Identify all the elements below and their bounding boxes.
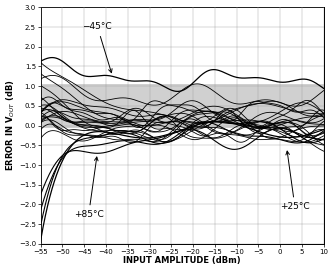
Bar — [41, 84, 324, 128]
Text: +25°C: +25°C — [280, 151, 310, 211]
X-axis label: INPUT AMPLITUDE (dBm): INPUT AMPLITUDE (dBm) — [123, 256, 241, 265]
Text: −45°C: −45°C — [83, 22, 112, 73]
Text: +85°C: +85°C — [74, 157, 104, 220]
Y-axis label: ERROR IN V$_{OUT}$ (dB): ERROR IN V$_{OUT}$ (dB) — [5, 80, 17, 171]
